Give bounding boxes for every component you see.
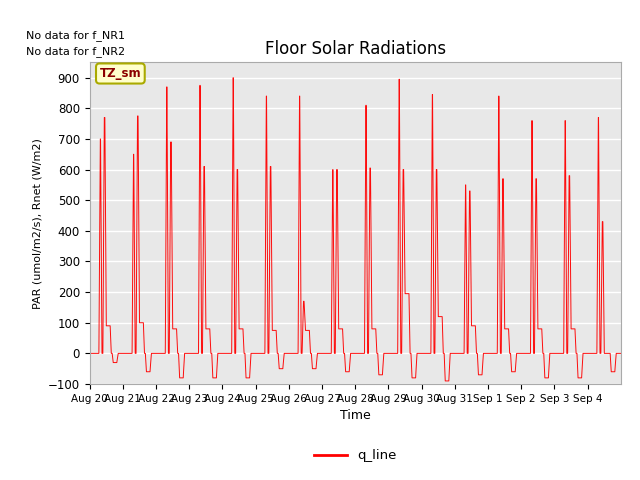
Text: No data for f_NR2: No data for f_NR2 [26, 46, 125, 57]
Text: No data for f_NR1: No data for f_NR1 [26, 30, 125, 41]
Text: TZ_sm: TZ_sm [100, 67, 141, 80]
Title: Floor Solar Radiations: Floor Solar Radiations [264, 40, 446, 58]
X-axis label: Time: Time [340, 409, 371, 422]
Y-axis label: PAR (umol/m2/s), Rnet (W/m2): PAR (umol/m2/s), Rnet (W/m2) [32, 138, 42, 309]
Legend: q_line: q_line [308, 444, 402, 468]
